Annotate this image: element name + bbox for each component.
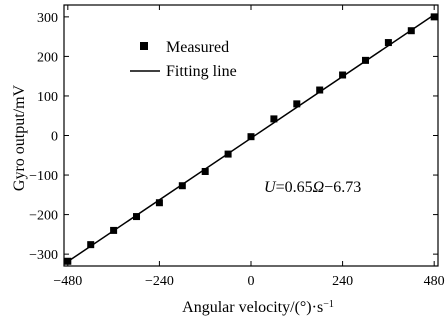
data-point [133,213,141,221]
data-point [430,13,438,21]
data-point [384,39,392,47]
y-tick-label: 0 [51,130,58,145]
data-point [293,100,301,108]
y-tick-label: −100 [29,169,58,184]
x-tick-label: 480 [424,274,445,289]
x-tick-label: 240 [332,274,353,289]
data-point [178,182,186,190]
data-point [270,115,278,123]
data-point [316,86,324,94]
y-tick-label: 200 [37,50,58,65]
data-point [339,71,347,79]
data-point [87,241,95,249]
fit-equation: U=0.65Ω−6.73 [264,179,361,196]
data-point [64,257,72,265]
legend-label-measured: Measured [166,39,229,56]
data-point [361,56,369,64]
data-point [407,27,415,35]
y-tick-label: 300 [37,11,58,26]
tick-labels: −480 −240 0 240 480 −300 −200 −100 0 100 200 300 [29,11,445,289]
data-point [224,150,232,158]
series-layer [64,13,438,265]
data-point [155,199,163,207]
x-tick-label: −480 [53,274,82,289]
legend-marker-measured [140,42,148,50]
y-axis-title: Gyro output/mV [11,84,28,191]
legend: Measured Fitting line [130,39,237,80]
x-tick-label: 0 [248,274,255,289]
data-point [201,167,209,175]
data-point [110,226,118,234]
data-point [247,133,255,141]
y-tick-label: 100 [37,90,58,105]
x-axis-title: Angular velocity/(°)·s−1 [182,299,334,317]
y-tick-label: −300 [29,248,58,263]
y-tick-label: −200 [29,209,58,224]
legend-label-fitting: Fitting line [166,63,237,80]
x-tick-label: −240 [145,274,174,289]
